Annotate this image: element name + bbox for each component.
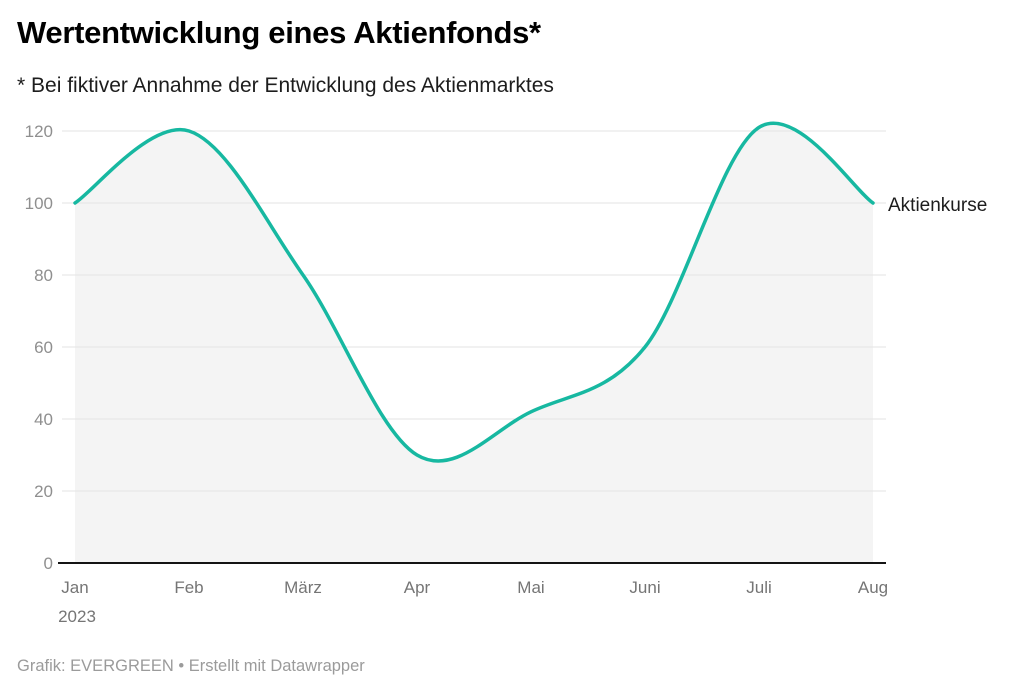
x-axis-tick-label: Juni xyxy=(629,578,660,597)
y-axis-tick-label: 80 xyxy=(34,266,53,285)
attribution-footer: Grafik: EVERGREEN • Erstellt mit Datawra… xyxy=(17,657,365,675)
x-axis-tick-label: Aug xyxy=(858,578,888,597)
x-axis-tick-label: Mai xyxy=(517,578,544,597)
area-fill xyxy=(75,123,873,563)
y-axis-tick-label: 40 xyxy=(34,410,53,429)
y-axis-tick-label: 100 xyxy=(25,194,53,213)
series-line xyxy=(73,121,875,463)
chart-subtitle: * Bei fiktiver Annahme der Entwicklung d… xyxy=(17,74,554,97)
series-label: Aktienkurse xyxy=(888,195,988,216)
y-axis-tick-label: 0 xyxy=(44,554,53,573)
x-axis-tick-label: März xyxy=(284,578,322,597)
x-axis-tick-label: Jan xyxy=(61,578,88,597)
x-axis-tick-label: Apr xyxy=(404,578,431,597)
x-axis-tick-label: Feb xyxy=(174,578,203,597)
y-axis-tick-label: 20 xyxy=(34,482,53,501)
y-axis-tick-label: 120 xyxy=(25,122,53,141)
chart-title: Wertentwicklung eines Aktienfonds* xyxy=(17,15,541,50)
x-axis-year-label: 2023 xyxy=(58,607,96,626)
y-axis-tick-label: 60 xyxy=(34,338,53,357)
x-axis-tick-label: Juli xyxy=(746,578,772,597)
